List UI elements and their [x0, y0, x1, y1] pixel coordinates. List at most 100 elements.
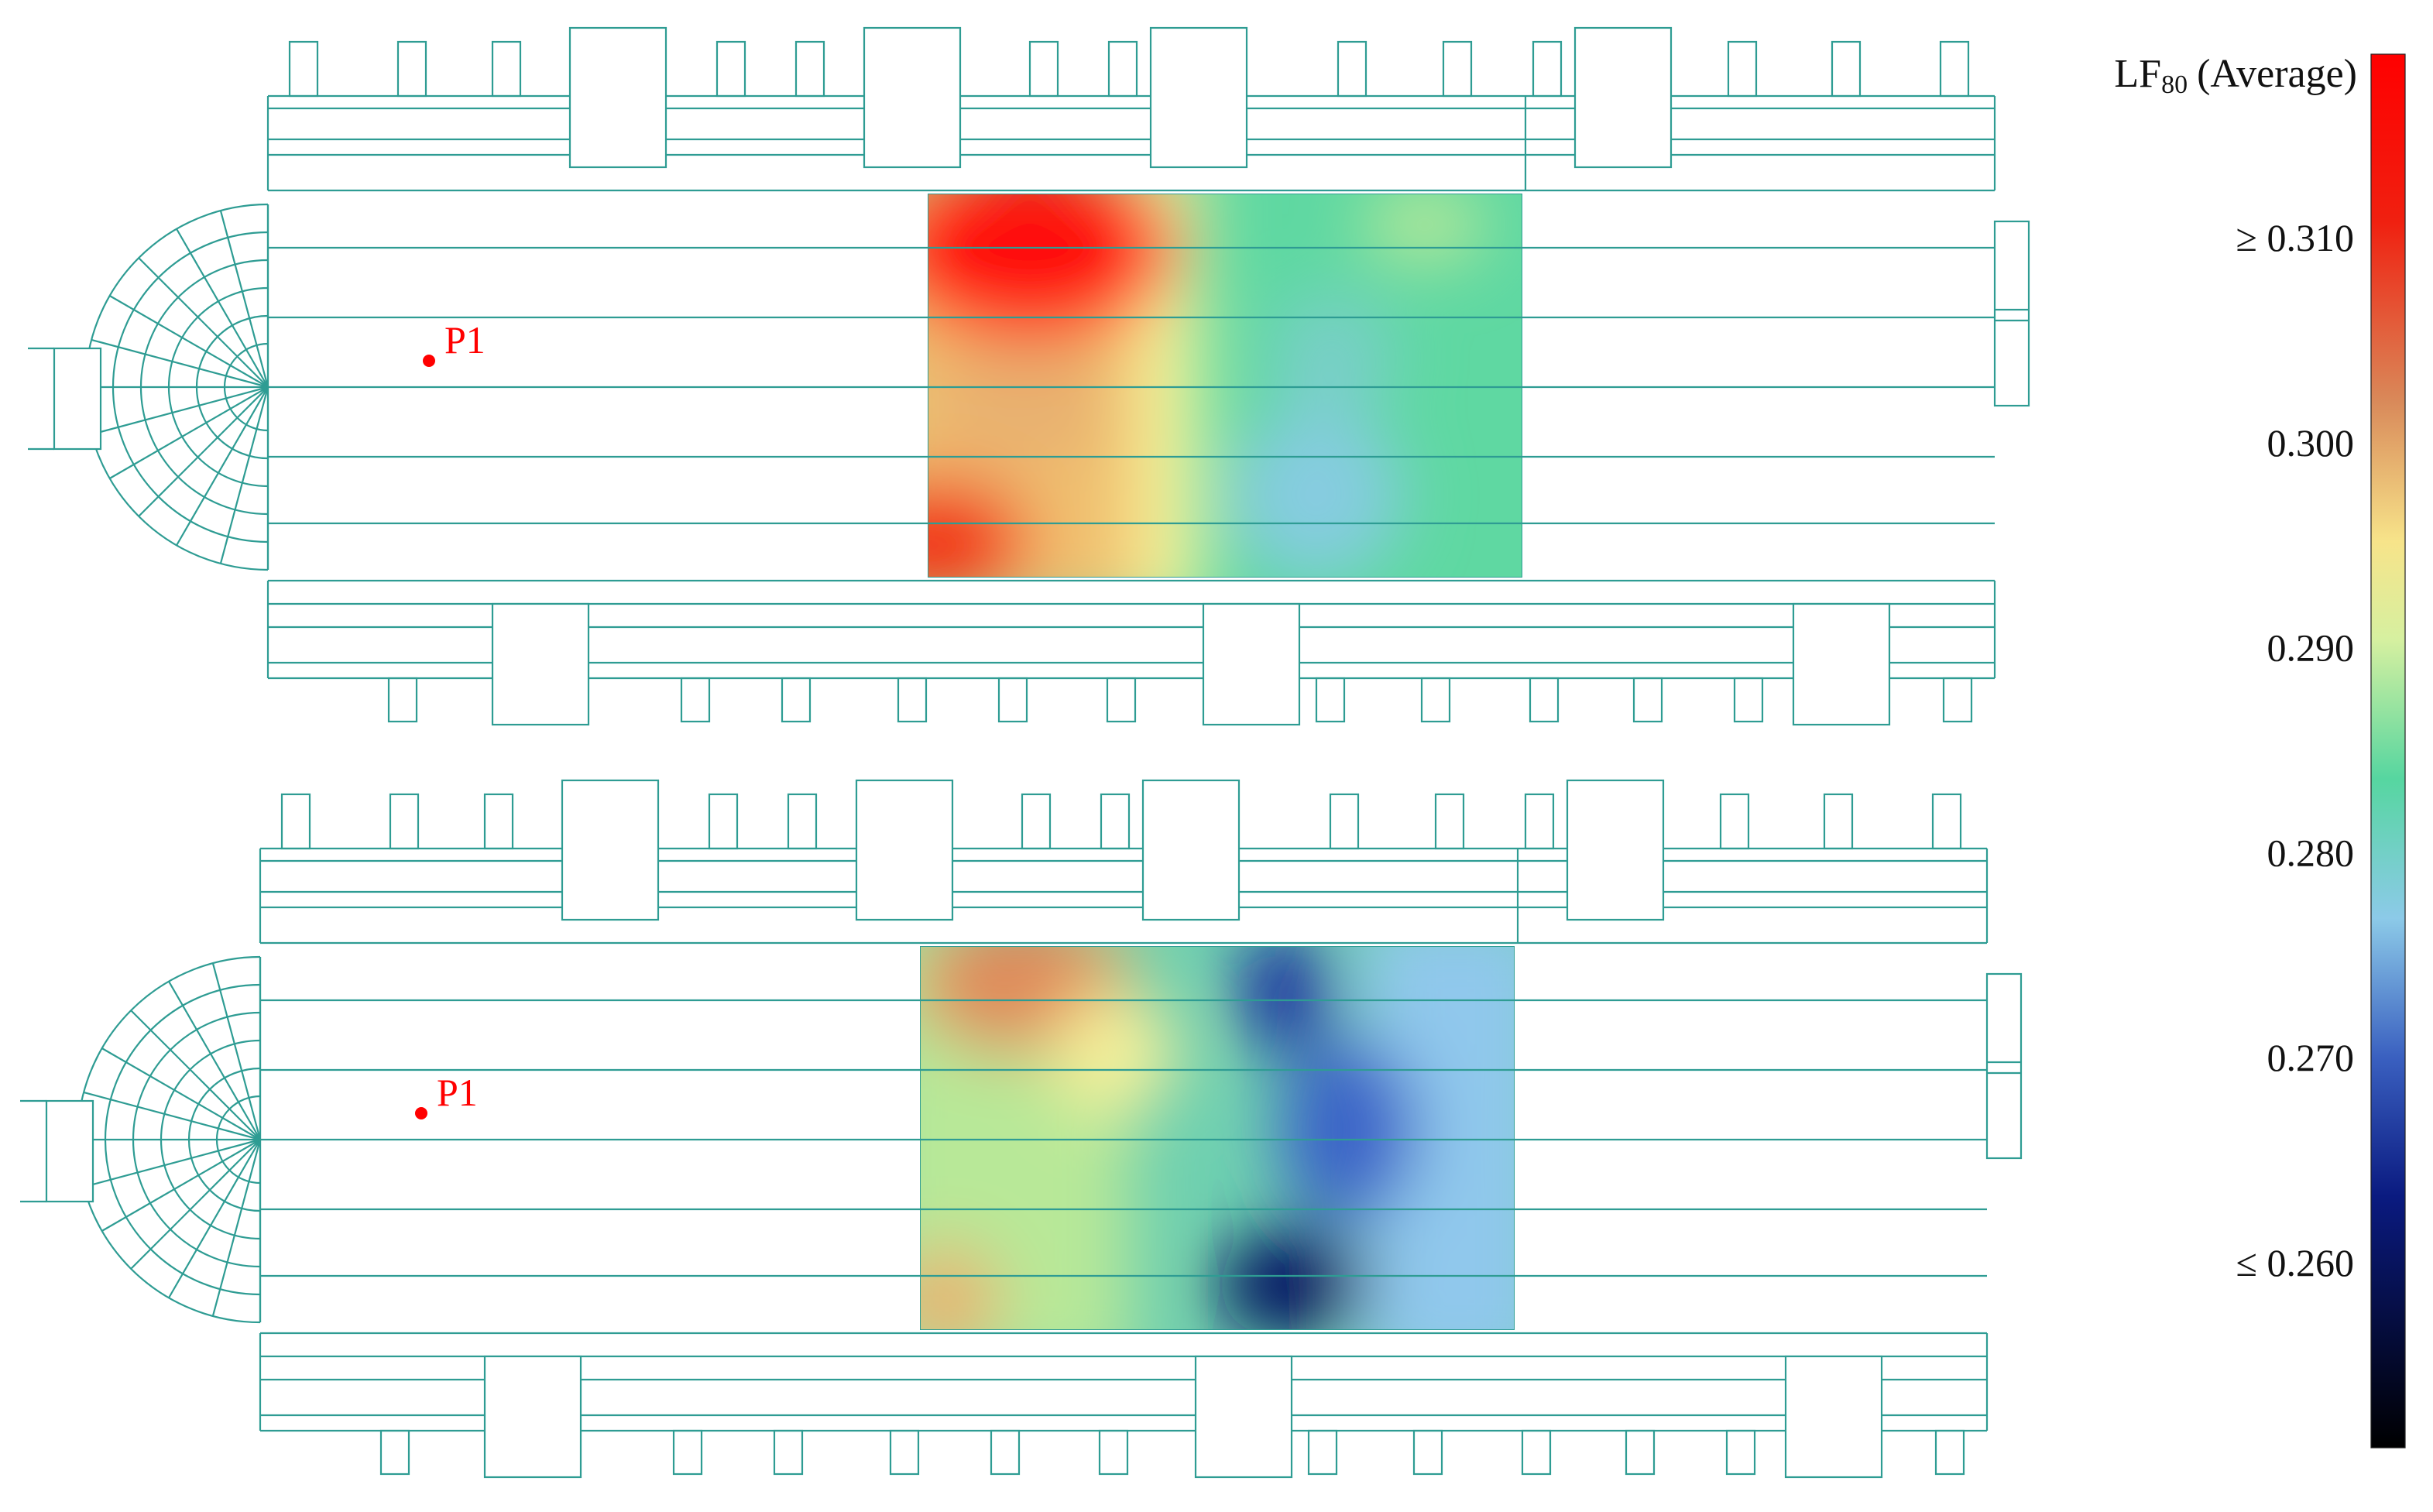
colorbar-tick-label: 0.290	[2267, 626, 2355, 670]
wall-box	[1725, 1429, 1756, 1476]
wall-box	[1942, 677, 1973, 723]
wall-box	[1719, 793, 1750, 850]
wall	[138, 386, 269, 517]
wall-box	[990, 1429, 1021, 1476]
wall	[101, 1047, 261, 1140]
receiver-point	[415, 1107, 427, 1119]
colorbar-title: LF80 (Average)	[2114, 52, 2357, 99]
wall	[91, 338, 269, 389]
wall	[130, 1010, 261, 1140]
wall-box	[1985, 972, 2023, 1160]
wall	[83, 1091, 261, 1141]
title-sub: 80	[2161, 70, 2188, 99]
wall	[138, 257, 269, 388]
wall-box	[708, 793, 739, 850]
wall-box	[1434, 793, 1465, 850]
wall	[109, 295, 269, 388]
wall	[109, 386, 269, 479]
wall-box	[491, 40, 522, 98]
wall-box	[855, 779, 954, 921]
wall-box	[288, 40, 319, 98]
point-label: P1	[444, 318, 486, 362]
floor-plans: P1 P1	[20, 26, 2030, 1479]
wall-box	[45, 1099, 94, 1203]
wall-box	[1566, 779, 1665, 921]
wall	[168, 981, 261, 1140]
wall-box	[1521, 1429, 1552, 1476]
wall	[219, 210, 269, 388]
wall-box	[1329, 793, 1360, 850]
receiver-point	[423, 355, 435, 367]
title-rest: (Average)	[2197, 52, 2357, 96]
plan: P1	[28, 26, 2030, 726]
wall-box	[1098, 1429, 1129, 1476]
heatmap	[928, 194, 1522, 578]
wall-box	[1831, 40, 1862, 98]
wall-box	[1194, 1355, 1293, 1479]
wall-box	[1412, 1429, 1443, 1476]
wall-box	[1573, 26, 1673, 169]
wall-box	[1792, 602, 1891, 726]
wall	[130, 1139, 261, 1270]
wall-box	[396, 40, 427, 98]
wall-box	[1420, 677, 1451, 723]
wall-box	[1632, 677, 1663, 723]
wall-box	[389, 793, 420, 850]
wall-box	[1028, 40, 1059, 98]
wall-box	[53, 347, 102, 451]
wall-box	[1307, 1429, 1338, 1476]
wall-box	[680, 677, 711, 723]
wall-box	[897, 677, 928, 723]
wall	[219, 386, 269, 564]
wall-box	[1202, 602, 1301, 726]
wall-box	[672, 1429, 703, 1476]
colorbar-tick-label: 0.270	[2267, 1036, 2355, 1079]
wall-box	[1149, 26, 1248, 169]
wall	[101, 1139, 261, 1232]
colorbar-tick-label: ≤ 0.260	[2236, 1241, 2354, 1284]
wall	[176, 386, 269, 546]
wall-box	[1524, 793, 1555, 850]
wall	[83, 1138, 261, 1188]
wall-box	[1934, 1429, 1965, 1476]
wall-box	[1823, 793, 1854, 850]
wall	[176, 228, 269, 388]
wall-box	[1784, 1355, 1883, 1479]
heatmap	[920, 946, 1515, 1330]
point-label: P1	[437, 1071, 478, 1114]
wall-box	[1529, 677, 1560, 723]
title-main: LF	[2114, 52, 2161, 96]
wall-box	[1727, 40, 1758, 98]
wall-box	[1141, 779, 1241, 921]
wall-box	[1733, 677, 1764, 723]
wall-box	[863, 26, 962, 169]
wall-box	[787, 793, 818, 850]
wall-box	[1100, 793, 1131, 850]
wall-box	[794, 40, 825, 98]
wall-box	[561, 779, 660, 921]
wall-box	[568, 26, 667, 169]
wall-box	[1993, 220, 2030, 407]
wall-box	[1532, 40, 1563, 98]
colorbar-tick-label: 0.300	[2267, 421, 2355, 465]
wall-box	[387, 677, 418, 723]
wall-box	[483, 793, 514, 850]
wall-box	[280, 793, 311, 850]
wall-box	[379, 1429, 410, 1476]
wall-box	[483, 1355, 582, 1479]
plan: P1	[20, 779, 2023, 1479]
colorbar-tick-label: ≥ 0.310	[2236, 216, 2354, 259]
colorbar-tick-label: 0.280	[2267, 831, 2355, 874]
wall-box	[715, 40, 746, 98]
wall-box	[781, 677, 812, 723]
wall	[211, 1139, 262, 1317]
wall-box	[773, 1429, 804, 1476]
wall-box	[1107, 40, 1138, 98]
wall-box	[1315, 677, 1346, 723]
wall-box	[889, 1429, 920, 1476]
wall	[91, 386, 269, 436]
wall-box	[491, 602, 590, 726]
wall-box	[997, 677, 1028, 723]
